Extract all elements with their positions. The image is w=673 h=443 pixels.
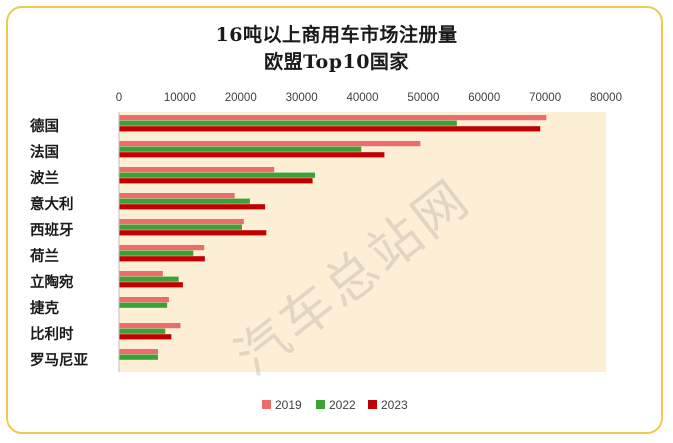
legend-label: 2023 — [381, 398, 408, 412]
category-label: 立陶宛 — [30, 273, 74, 291]
category-label: 波兰 — [30, 169, 59, 187]
bar-2022 — [119, 276, 179, 282]
bar-2022 — [119, 146, 362, 152]
category-label: 法国 — [30, 143, 59, 161]
bar-2019 — [119, 297, 169, 303]
bar-2023 — [119, 230, 267, 236]
category-label: 意大利 — [30, 195, 74, 213]
category-label: 西班牙 — [30, 221, 74, 239]
bar-2023 — [119, 204, 266, 210]
bar-2023 — [119, 178, 313, 184]
legend-swatch-2022 — [316, 400, 325, 409]
bar-2022 — [119, 250, 194, 256]
legend-label: 2022 — [329, 398, 356, 412]
legend-swatch-2019 — [262, 400, 271, 409]
bar-2022 — [119, 328, 166, 334]
legend-swatch-2023 — [368, 400, 377, 409]
bar-2023 — [119, 152, 385, 158]
x-tick-label: 10000 — [164, 92, 196, 104]
x-tick-label: 20000 — [225, 92, 257, 104]
x-tick-label: 60000 — [468, 92, 500, 104]
x-tick-label: 50000 — [407, 92, 439, 104]
chart-subtitle: 欧盟Top10国家 — [264, 51, 409, 73]
bar-2022 — [119, 172, 316, 178]
category-label: 德国 — [30, 117, 59, 135]
category-label: 捷克 — [30, 299, 59, 317]
bar-2019 — [119, 245, 205, 251]
x-tick-label: 80000 — [590, 92, 622, 104]
legend-label: 2019 — [275, 398, 302, 412]
bar-2022 — [119, 354, 158, 360]
category-label: 荷兰 — [30, 247, 59, 265]
chart-title: 16吨以上商用车市场注册量 — [215, 24, 458, 46]
x-tick-label: 30000 — [286, 92, 318, 104]
bar-2019 — [119, 167, 275, 173]
x-tick-label: 70000 — [529, 92, 561, 104]
bar-2019 — [119, 115, 547, 121]
bar-2019 — [119, 141, 421, 147]
bar-2023 — [119, 282, 183, 288]
bar-2022 — [119, 224, 242, 230]
bar-2019 — [119, 193, 235, 199]
category-label: 罗马尼亚 — [30, 352, 88, 369]
bar-2019 — [119, 349, 158, 355]
bar-2022 — [119, 120, 457, 126]
bar-2022 — [119, 302, 168, 308]
bar-2019 — [119, 323, 181, 329]
bar-2023 — [119, 256, 205, 262]
bar-2019 — [119, 219, 244, 225]
bar-2023 — [119, 334, 172, 340]
bar-2019 — [119, 271, 163, 277]
bar-2022 — [119, 198, 250, 204]
category-label: 比利时 — [30, 325, 74, 343]
x-tick-label: 0 — [116, 92, 122, 104]
bar-2023 — [119, 126, 541, 132]
x-tick-label: 40000 — [347, 92, 379, 104]
